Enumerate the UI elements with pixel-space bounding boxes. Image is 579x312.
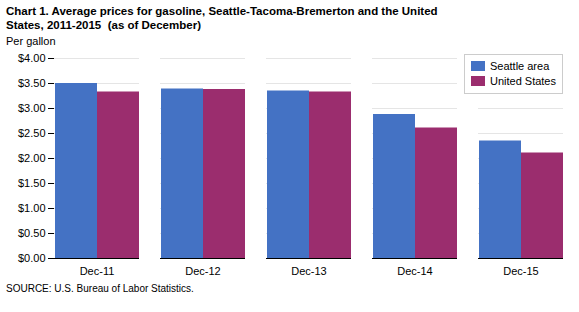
svg-text:Dec-13: Dec-13 [291, 265, 326, 277]
svg-text:$1.50: $1.50 [18, 177, 46, 189]
svg-text:$2.00: $2.00 [18, 152, 46, 164]
svg-text:$0.00: $0.00 [18, 252, 46, 264]
html-text:Chart 1. Average prices for ga: Chart 1. Average prices for gasoline, Se… [6, 5, 438, 31]
svg-text:Dec-14: Dec-14 [397, 265, 432, 277]
html-text:United States: United States [490, 75, 556, 87]
svg-text:$4.00: $4.00 [18, 52, 46, 64]
svg-text:$3.00: $3.00 [18, 102, 46, 114]
svg-text:Dec-11: Dec-11 [80, 265, 115, 277]
html-text:Per gallon: Per gallon [6, 35, 56, 47]
html-text:Seattle area: Seattle area [490, 60, 550, 72]
html-text:SOURCE: U.S. Bureau of Labor S: SOURCE: U.S. Bureau of Labor Statistics. [6, 283, 194, 294]
svg-text:Dec-12: Dec-12 [185, 265, 220, 277]
svg-text:$1.00: $1.00 [18, 202, 46, 214]
svg-text:$0.50: $0.50 [18, 227, 46, 239]
svg-text:$3.50: $3.50 [18, 77, 46, 89]
svg-text:Dec-15: Dec-15 [503, 265, 538, 277]
svg-text:$2.50: $2.50 [18, 127, 46, 139]
